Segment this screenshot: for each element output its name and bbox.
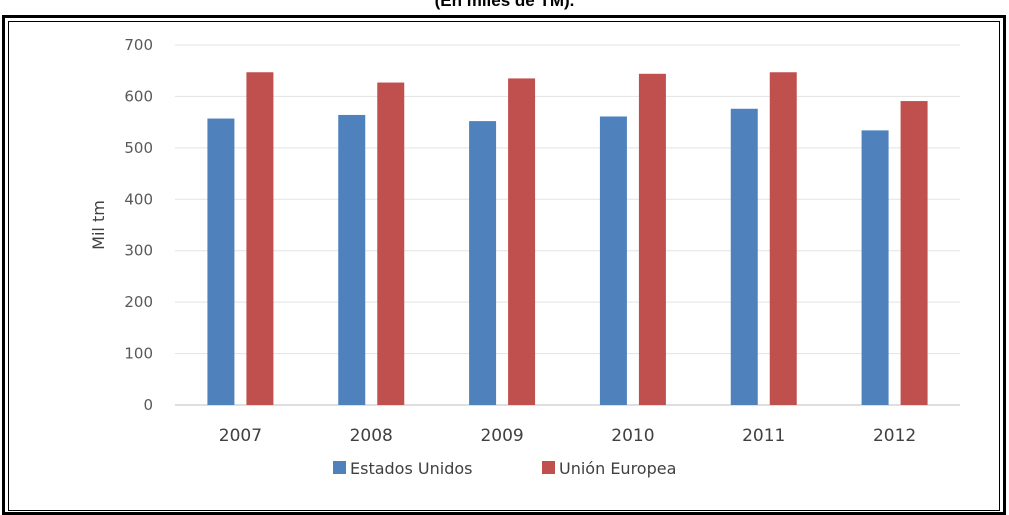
bar-estados-unidos-2007: [207, 118, 235, 406]
gridlines: [175, 44, 960, 406]
bar-estados-unidos-2009: [469, 121, 497, 405]
bar-union-europea-2010: [638, 73, 666, 406]
chart-caption: (En miles de TM).: [434, 0, 575, 10]
y-axis-label: Mil tm: [89, 200, 108, 250]
y-tick-label: 0: [143, 396, 153, 414]
bar-estados-unidos-2011: [730, 108, 758, 406]
bar-estados-unidos-2008: [338, 114, 366, 405]
legend-swatch: [542, 461, 555, 474]
legend-label: Estados Unidos: [350, 459, 472, 478]
bar-union-europea-2008: [377, 82, 405, 406]
x-tick-label: 2008: [350, 426, 393, 446]
bar-union-europea-2007: [246, 72, 274, 405]
x-tick-label: 2012: [873, 426, 916, 446]
y-tick-labels: 0 100 200 300 400 500 600 700: [124, 36, 153, 414]
legend: Estados Unidos Unión Europea: [333, 459, 676, 478]
legend-swatch: [333, 461, 346, 474]
y-tick-label: 300: [124, 242, 153, 260]
x-tick-label: 2011: [742, 426, 785, 446]
x-tick-labels: 2007 2008 2009 2010 2011 2012: [219, 426, 916, 446]
y-tick-label: 700: [124, 36, 153, 54]
y-tick-label: 100: [124, 345, 153, 363]
bar-estados-unidos-2010: [599, 116, 627, 405]
x-tick-label: 2010: [611, 426, 654, 446]
bars: [207, 72, 928, 406]
bar-union-europea-2011: [769, 72, 797, 405]
bar-union-europea-2009: [508, 78, 536, 405]
y-tick-label: 200: [124, 293, 153, 311]
y-tick-label: 500: [124, 139, 153, 157]
bar-estados-unidos-2012: [861, 130, 889, 405]
y-tick-label: 600: [124, 87, 153, 105]
y-tick-label: 400: [124, 190, 153, 208]
legend-label: Unión Europea: [559, 459, 676, 478]
x-tick-label: 2007: [219, 426, 262, 446]
x-tick-label: 2009: [480, 426, 523, 446]
bar-union-europea-2012: [900, 101, 928, 406]
